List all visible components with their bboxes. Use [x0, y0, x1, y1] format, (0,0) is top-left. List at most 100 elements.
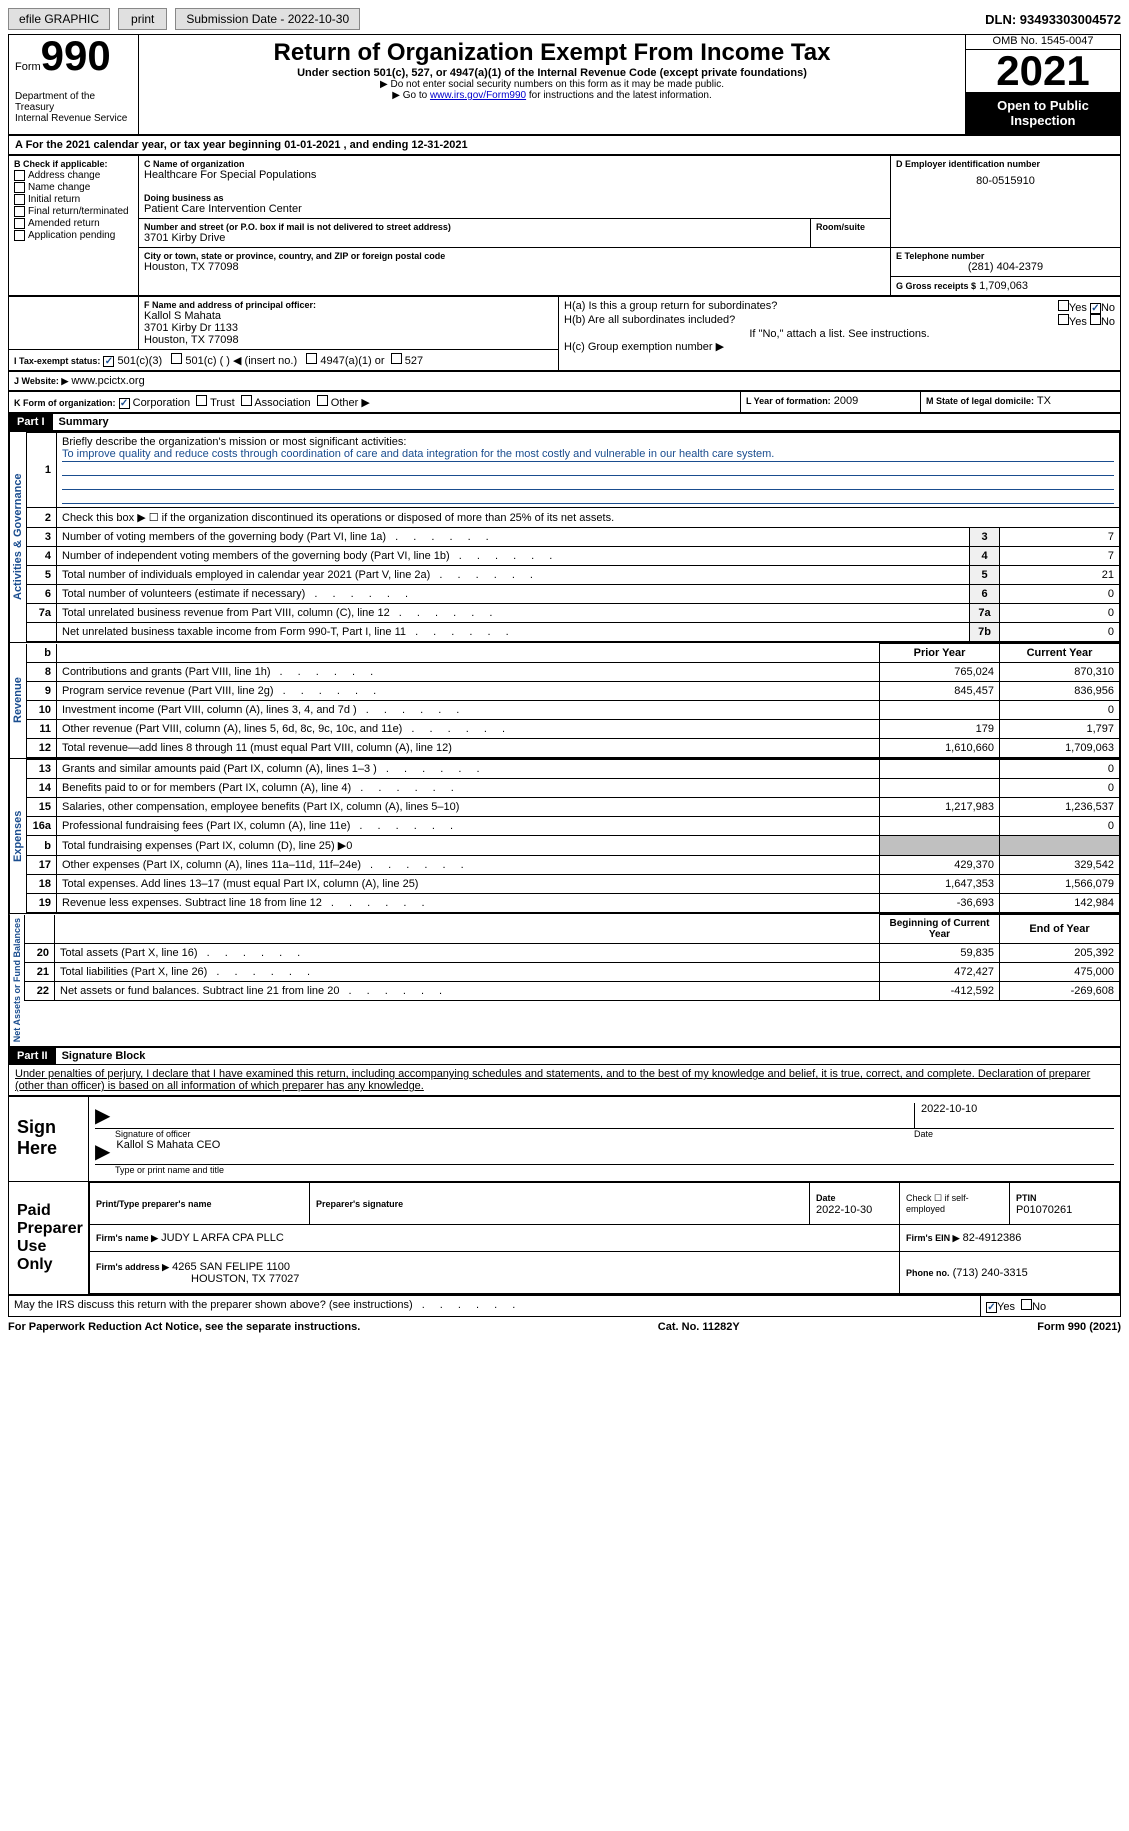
sign-here-block: Sign Here ▶ 2022-10-10 Signature of offi… [8, 1096, 1121, 1182]
ll: Investment income (Part VIII, column (A)… [57, 701, 880, 720]
ln: 7a [27, 604, 57, 623]
discuss-yes[interactable] [986, 1302, 997, 1313]
ha-yes[interactable] [1058, 300, 1069, 311]
cb-assoc[interactable] [241, 395, 252, 406]
mission-text: To improve quality and reduce costs thro… [62, 448, 1114, 462]
officer-name-title: Kallol S Mahata CEO [116, 1139, 220, 1164]
ln: 15 [27, 798, 57, 817]
vlabel-netassets: Net Assets or Fund Balances [9, 914, 24, 1046]
form-header: Form990 Department of the Treasury Inter… [8, 34, 1121, 135]
penalty-text: Under penalties of perjury, I declare th… [8, 1065, 1121, 1096]
paid-preparer-label: Paid Preparer Use Only [9, 1182, 89, 1294]
lv: 0 [1000, 585, 1120, 604]
lc: 205,392 [1000, 944, 1120, 963]
part1-header: Part I Summary [8, 413, 1121, 431]
ln: 16a [27, 817, 57, 836]
lc: 1,797 [1000, 720, 1120, 739]
cb-address-change[interactable] [14, 170, 25, 181]
col-current: Current Year [1000, 644, 1120, 663]
officer-label: F Name and address of principal officer: [144, 300, 553, 310]
gross-label: G Gross receipts $ [896, 281, 976, 291]
hb-yes[interactable] [1058, 314, 1069, 325]
lv: 0 [1000, 604, 1120, 623]
lc: 1,566,079 [1000, 875, 1120, 894]
city-label: City or town, state or province, country… [144, 251, 885, 261]
cb-4947[interactable] [306, 353, 317, 364]
website-row: J Website: ▶ www.pcictx.org [8, 371, 1121, 391]
cb-label: Final return/terminated [28, 206, 129, 217]
cb-501c[interactable] [171, 353, 182, 364]
cb-other[interactable] [317, 395, 328, 406]
form-org-label: K Form of organization: [14, 398, 116, 408]
check-self: Check ☐ if self-employed [900, 1183, 1010, 1225]
form-label: Form [15, 61, 41, 73]
opt-assoc: Association [254, 397, 310, 409]
paid-preparer-block: Paid Preparer Use Only Print/Type prepar… [8, 1182, 1121, 1295]
ln: 14 [27, 779, 57, 798]
firm-addr1: 4265 SAN FELIPE 1100 [172, 1261, 290, 1273]
cb-pending[interactable] [14, 230, 25, 241]
lv: 7 [1000, 528, 1120, 547]
lc-shaded [1000, 836, 1120, 856]
lc: 329,542 [1000, 856, 1120, 875]
firm-name-label: Firm's name ▶ [96, 1233, 158, 1243]
lp [880, 779, 1000, 798]
phone-label: E Telephone number [896, 251, 1115, 261]
cb-501c3[interactable] [103, 356, 114, 367]
section-a: A For the 2021 calendar year, or tax yea… [8, 135, 1121, 155]
hb-no[interactable] [1090, 314, 1101, 325]
firm-name: JUDY L ARFA CPA PLLC [161, 1232, 284, 1244]
subtitle: Under section 501(c), 527, or 4947(a)(1)… [145, 67, 959, 79]
ln: 6 [27, 585, 57, 604]
ha-no[interactable] [1090, 303, 1101, 314]
lp: 472,427 [880, 963, 1000, 982]
opt-trust: Trust [210, 397, 235, 409]
open-public: Open to Public Inspection [966, 92, 1120, 134]
ln: 21 [25, 963, 55, 982]
prep-name-label: Print/Type preparer's name [96, 1199, 303, 1209]
cb-name-change[interactable] [14, 182, 25, 193]
discuss-no[interactable] [1021, 1299, 1032, 1310]
cb-final[interactable] [14, 206, 25, 217]
hb-note: If "No," attach a list. See instructions… [564, 328, 1115, 340]
cb-corp[interactable] [119, 398, 130, 409]
firm-ein: 82-4912386 [963, 1232, 1022, 1244]
discuss-text: May the IRS discuss this return with the… [14, 1299, 521, 1311]
year-formation-label: L Year of formation: [746, 396, 831, 406]
ll: Total fundraising expenses (Part IX, col… [57, 836, 880, 856]
cb-amended[interactable] [14, 218, 25, 229]
lb: 5 [970, 566, 1000, 585]
street-value: 3701 Kirby Drive [144, 232, 805, 244]
cb-527[interactable] [391, 353, 402, 364]
cb-initial[interactable] [14, 194, 25, 205]
lp: 845,457 [880, 682, 1000, 701]
ha-label: H(a) Is this a group return for subordin… [564, 300, 777, 314]
phone-value: (281) 404-2379 [896, 261, 1115, 273]
hc-label: H(c) Group exemption number ▶ [564, 340, 1115, 353]
ln: 12 [27, 739, 57, 758]
ll: Total expenses. Add lines 13–17 (must eq… [57, 875, 880, 894]
discuss-row: May the IRS discuss this return with the… [8, 1295, 1121, 1317]
arrow-icon: ▶ [95, 1103, 116, 1128]
opt-other: Other ▶ [331, 397, 370, 409]
ll: Total number of volunteers (estimate if … [57, 585, 970, 604]
ln: 22 [25, 982, 55, 1001]
lb: 7b [970, 623, 1000, 642]
ll: Net unrelated business taxable income fr… [57, 623, 970, 642]
lp-shaded [880, 836, 1000, 856]
state-domicile: TX [1037, 395, 1051, 407]
ln: 9 [27, 682, 57, 701]
lp: 429,370 [880, 856, 1000, 875]
hb-label: H(b) Are all subordinates included? [564, 314, 735, 328]
firm-phone-label: Phone no. [906, 1268, 950, 1278]
print-button[interactable]: print [118, 8, 167, 30]
col-prior: Prior Year [880, 644, 1000, 663]
cb-trust[interactable] [196, 395, 207, 406]
mission-label: Briefly describe the organization's miss… [62, 436, 406, 448]
top-toolbar: efile GRAPHIC print Submission Date - 20… [8, 8, 1121, 30]
efile-button[interactable]: efile GRAPHIC [8, 8, 110, 30]
irs-link[interactable]: www.irs.gov/Form990 [430, 90, 526, 101]
lc: 0 [1000, 701, 1120, 720]
dba-label: Doing business as [144, 193, 885, 203]
line-2: Check this box ▶ ☐ if the organization d… [57, 508, 1120, 528]
